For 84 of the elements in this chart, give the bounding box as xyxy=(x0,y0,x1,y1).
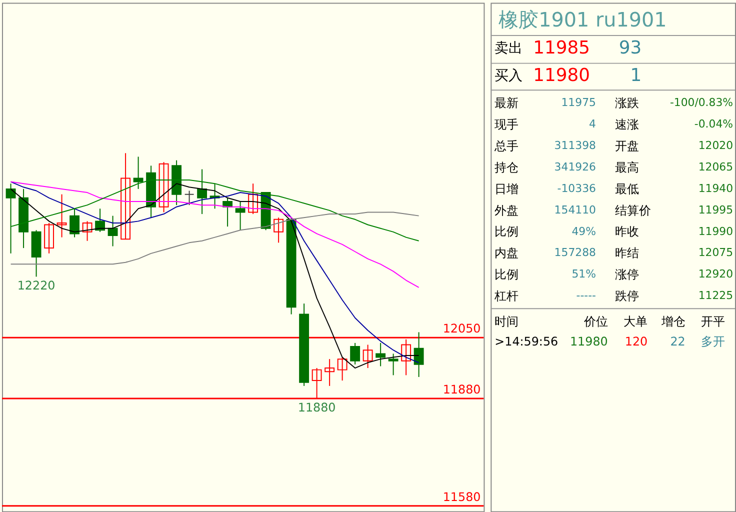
candlestick xyxy=(248,183,258,215)
text: 11980 xyxy=(533,65,590,86)
text: 最高 xyxy=(614,160,639,174)
candlestick xyxy=(324,358,335,386)
candlestick xyxy=(82,220,92,242)
text: 154110 xyxy=(554,203,596,216)
annotation: 11880 xyxy=(298,400,336,414)
candlestick xyxy=(350,342,360,365)
text: 现手 xyxy=(494,117,519,132)
text: 12920 xyxy=(698,268,734,281)
candlestick xyxy=(376,342,386,367)
text: 22 xyxy=(670,334,686,348)
ref-line-label: 11880 xyxy=(442,382,481,396)
text: 311398 xyxy=(554,138,596,152)
text: 持仓 xyxy=(494,160,519,174)
text: 杠杆 xyxy=(494,289,519,304)
text: 涨跌 xyxy=(614,96,639,110)
text: 大单 xyxy=(624,314,648,329)
text: 11985 xyxy=(533,37,590,58)
text: 比例 xyxy=(494,268,519,282)
text: 341926 xyxy=(554,160,596,174)
text: 开平 xyxy=(701,314,726,329)
text: 价位 xyxy=(582,314,608,329)
text: 最低 xyxy=(614,182,639,196)
text: ----- xyxy=(576,289,596,302)
text: >14:59:56 xyxy=(494,334,558,348)
text: 速涨 xyxy=(614,117,639,132)
text: 120 xyxy=(624,334,648,348)
text: 总手 xyxy=(494,138,519,153)
text: 开盘 xyxy=(614,138,639,153)
text: 11975 xyxy=(561,96,596,110)
candlestick xyxy=(388,353,398,376)
text: 157288 xyxy=(554,246,596,260)
text: 结算价 xyxy=(614,203,651,218)
text: 11995 xyxy=(698,203,734,216)
annotation: 12220 xyxy=(17,278,56,293)
text: 12075 xyxy=(698,246,734,260)
text: 49% xyxy=(572,224,596,238)
text: 4 xyxy=(589,117,596,130)
candlestick xyxy=(337,356,348,382)
text: 12065 xyxy=(698,160,734,174)
text: 11980 xyxy=(570,334,608,348)
candlestick xyxy=(133,156,144,190)
text: 增仓 xyxy=(660,314,686,329)
text: 跌停 xyxy=(614,289,639,304)
text: 橡胶1901 ru1901 xyxy=(498,8,667,32)
candlestick xyxy=(184,190,194,206)
text: 1 xyxy=(630,65,642,86)
candlestick xyxy=(44,222,54,254)
text: 卖出 xyxy=(494,40,523,56)
candlestick xyxy=(6,183,16,254)
candlestick xyxy=(158,162,169,213)
text: 12020 xyxy=(698,138,734,152)
text: 时间 xyxy=(494,314,519,329)
text: 11225 xyxy=(698,289,734,302)
text: 11940 xyxy=(698,182,734,195)
text: 内盘 xyxy=(494,246,519,260)
text: 涨停 xyxy=(614,268,639,282)
ref-line-label: 12050 xyxy=(442,322,481,336)
text: 昨收 xyxy=(614,224,639,239)
text: 外盘 xyxy=(494,203,519,218)
text: 最新 xyxy=(494,96,519,110)
text: 比例 xyxy=(494,224,519,239)
text: 多开 xyxy=(701,334,726,348)
text: 买入 xyxy=(494,68,523,84)
candlestick xyxy=(197,168,208,215)
candlestick xyxy=(235,200,246,231)
candlestick xyxy=(108,215,118,247)
ref-line-label: 11580 xyxy=(442,490,481,504)
text: 51% xyxy=(572,268,596,281)
candlestick xyxy=(95,208,106,232)
candlestick xyxy=(120,152,131,240)
candlestick xyxy=(274,217,284,244)
text: 日增 xyxy=(494,182,519,196)
candlestick xyxy=(362,344,373,369)
text: -100/0.83% xyxy=(670,96,734,110)
text: 11990 xyxy=(698,224,734,238)
text: -0.04% xyxy=(694,117,734,130)
candlestick xyxy=(414,332,424,378)
candlestick xyxy=(56,194,67,238)
text: -10336 xyxy=(557,182,596,195)
text: 昨结 xyxy=(614,246,639,260)
candlestick xyxy=(70,208,80,238)
text: 93 xyxy=(618,37,642,58)
